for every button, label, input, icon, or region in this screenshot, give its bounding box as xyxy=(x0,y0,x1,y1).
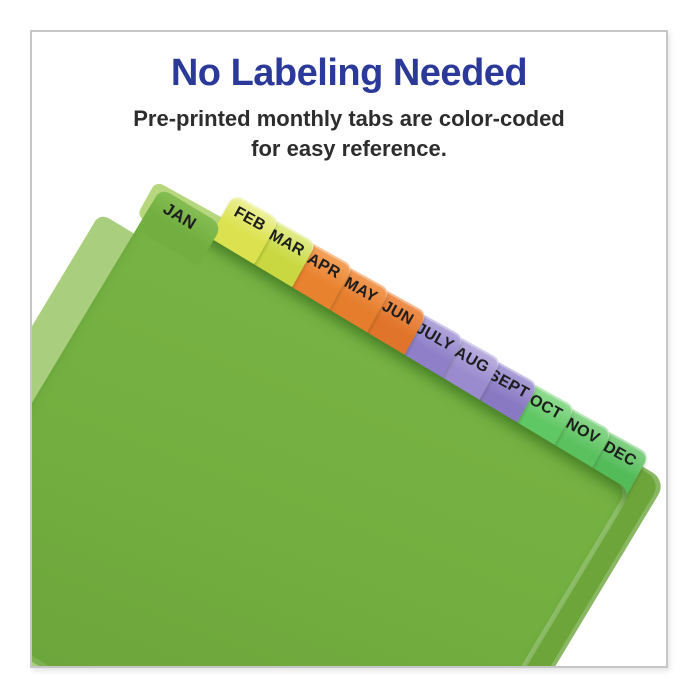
header: No Labeling Needed Pre-printed monthly t… xyxy=(32,52,666,164)
subheadline: Pre-printed monthly tabs are color-coded… xyxy=(32,104,666,164)
subhead-line-2: for easy reference. xyxy=(251,136,447,161)
subhead-line-1: Pre-printed monthly tabs are color-coded xyxy=(133,106,565,131)
tab-feb-label: FEB xyxy=(231,203,269,235)
image-frame: No Labeling Needed Pre-printed monthly t… xyxy=(30,30,668,668)
headline: No Labeling Needed xyxy=(170,52,528,94)
